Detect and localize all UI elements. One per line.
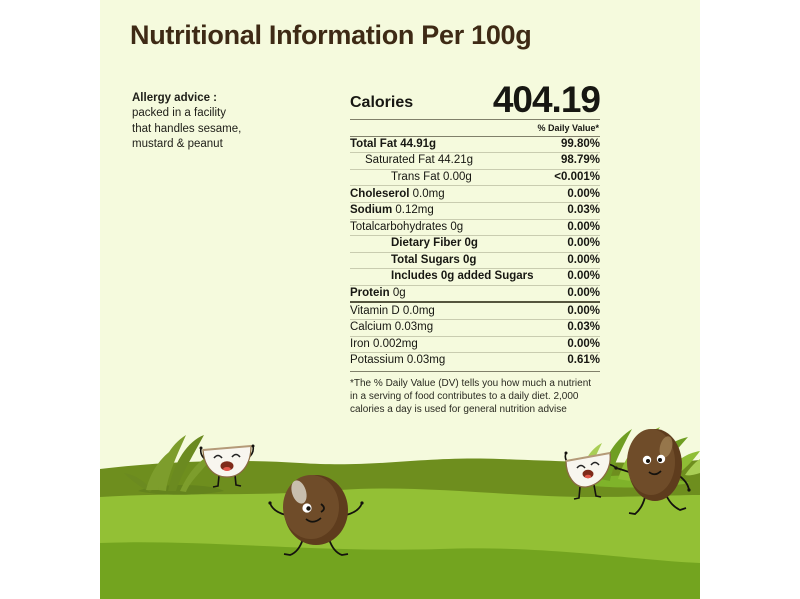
nutrient-amount: 0.12mg: [392, 204, 434, 217]
nutrient-percent: 0.00%: [567, 337, 600, 350]
nutrient-amount: Dietary Fiber 0g: [391, 237, 478, 250]
daily-value-header: % Daily Value*: [350, 120, 600, 137]
nutrient-amount: Total Sugars 0g: [391, 253, 477, 266]
meadow-ground: [100, 458, 700, 599]
half-coconut-smiling-character-icon: [199, 444, 255, 488]
nutrition-row-saturated-fat: Saturated Fat 44.21g 98.79%: [350, 153, 600, 170]
nutrient-name: Choleserol: [350, 187, 410, 200]
nutrition-row-sodium: Sodium 0.12mg 0.03%: [350, 203, 600, 220]
nutrition-row-potassium: Potassium 0.03mg 0.61%: [350, 353, 600, 369]
nutrient-amount: Calcium 0.03mg: [350, 321, 434, 334]
nutrient-amount: Saturated Fat 44.21g: [365, 154, 474, 167]
nutrient-amount: Vitamin D 0.0mg: [350, 304, 435, 317]
nutrition-row-vitamin-d: Vitamin D 0.0mg 0.00%: [350, 303, 600, 321]
nutrient-name: Total Fat 44.91g: [350, 137, 437, 150]
nutrition-row-trans-fat: Trans Fat 0.00g <0.001%: [350, 170, 600, 187]
calories-label: Calories: [350, 93, 414, 111]
nutrient-amount: 0.0mg: [409, 187, 445, 200]
nutrition-row-total-fat: Total Fat 44.91g 99.80%: [350, 137, 600, 154]
nutrient-percent: <0.001%: [554, 170, 600, 183]
allergy-advice-line: that handles sesame,: [132, 122, 242, 135]
nutrition-label-card: Nutritional Information Per 100g Allergy…: [100, 0, 700, 599]
meadow-illustration: [100, 427, 700, 599]
nutrient-percent: 0.00%: [567, 220, 600, 233]
nutrition-row-iron: Iron 0.002mg 0.00%: [350, 337, 600, 354]
nutrient-amount: Potassium 0.03mg: [350, 354, 446, 367]
nutrient-name: Sodium: [350, 204, 393, 217]
nutrient-percent: 0.00%: [567, 253, 600, 266]
allergy-advice: Allergy advice : packed in a facility th…: [132, 91, 307, 152]
walking-coconut-character-icon: [614, 429, 691, 515]
nutrient-amount: Totalcarbohydrates 0g: [350, 220, 464, 233]
nutrition-row-added-sugars: Includes 0g added Sugars 0.00%: [350, 269, 600, 286]
nutrient-percent: 99.80%: [560, 137, 600, 150]
nutrition-row-calcium: Calcium 0.03mg 0.03%: [350, 320, 600, 337]
nutrition-row-cholesterol: Choleserol 0.0mg 0.00%: [350, 186, 600, 203]
nutrient-percent: 0.00%: [567, 270, 600, 283]
calories-value: 404.19: [492, 79, 601, 120]
coconut-slice-smiling-character-icon: [564, 451, 617, 500]
nutrient-amount: Trans Fat 0.00g: [391, 170, 472, 183]
nutrition-facts-panel: Calories 404.19 % Daily Value* Total Fat…: [350, 79, 601, 417]
nutrient-percent: 0.00%: [567, 187, 600, 200]
nutrient-amount: Includes 0g added Sugars: [391, 270, 534, 283]
nutrient-percent: 0.00%: [567, 237, 600, 250]
nutrient-percent: 0.03%: [567, 204, 600, 217]
daily-value-footnote: *The % Daily Value (DV) tells you how mu…: [350, 370, 600, 417]
page-title: Nutritional Information Per 100g: [130, 20, 532, 50]
nutrient-percent: 0.03%: [567, 321, 600, 334]
allergy-advice-line: mustard & peanut: [132, 137, 223, 150]
nutrient-name: Protein: [350, 287, 390, 300]
nutrient-percent: 0.00%: [567, 304, 600, 317]
nutrition-row-total-carbohydrates: Totalcarbohydrates 0g 0.00%: [350, 220, 600, 237]
nutrition-row-total-sugars: Total Sugars 0g 0.00%: [350, 253, 600, 270]
allergy-advice-heading: Allergy advice :: [132, 92, 218, 104]
nutrient-percent: 0.61%: [567, 354, 600, 367]
nutrient-amount: 0g: [389, 287, 406, 300]
allergy-advice-line: packed in a facility: [132, 107, 226, 120]
nutrient-percent: 0.00%: [567, 287, 600, 300]
winking-coconut-character-icon: [268, 475, 364, 556]
nutrient-percent: 98.79%: [560, 154, 600, 167]
nutrient-amount: Iron 0.002mg: [350, 337, 418, 350]
nutrition-row-dietary-fiber: Dietary Fiber 0g 0.00%: [350, 236, 600, 253]
nutrition-row-protein: Protein 0g 0.00%: [350, 286, 600, 304]
calories-row: Calories 404.19: [350, 79, 601, 120]
